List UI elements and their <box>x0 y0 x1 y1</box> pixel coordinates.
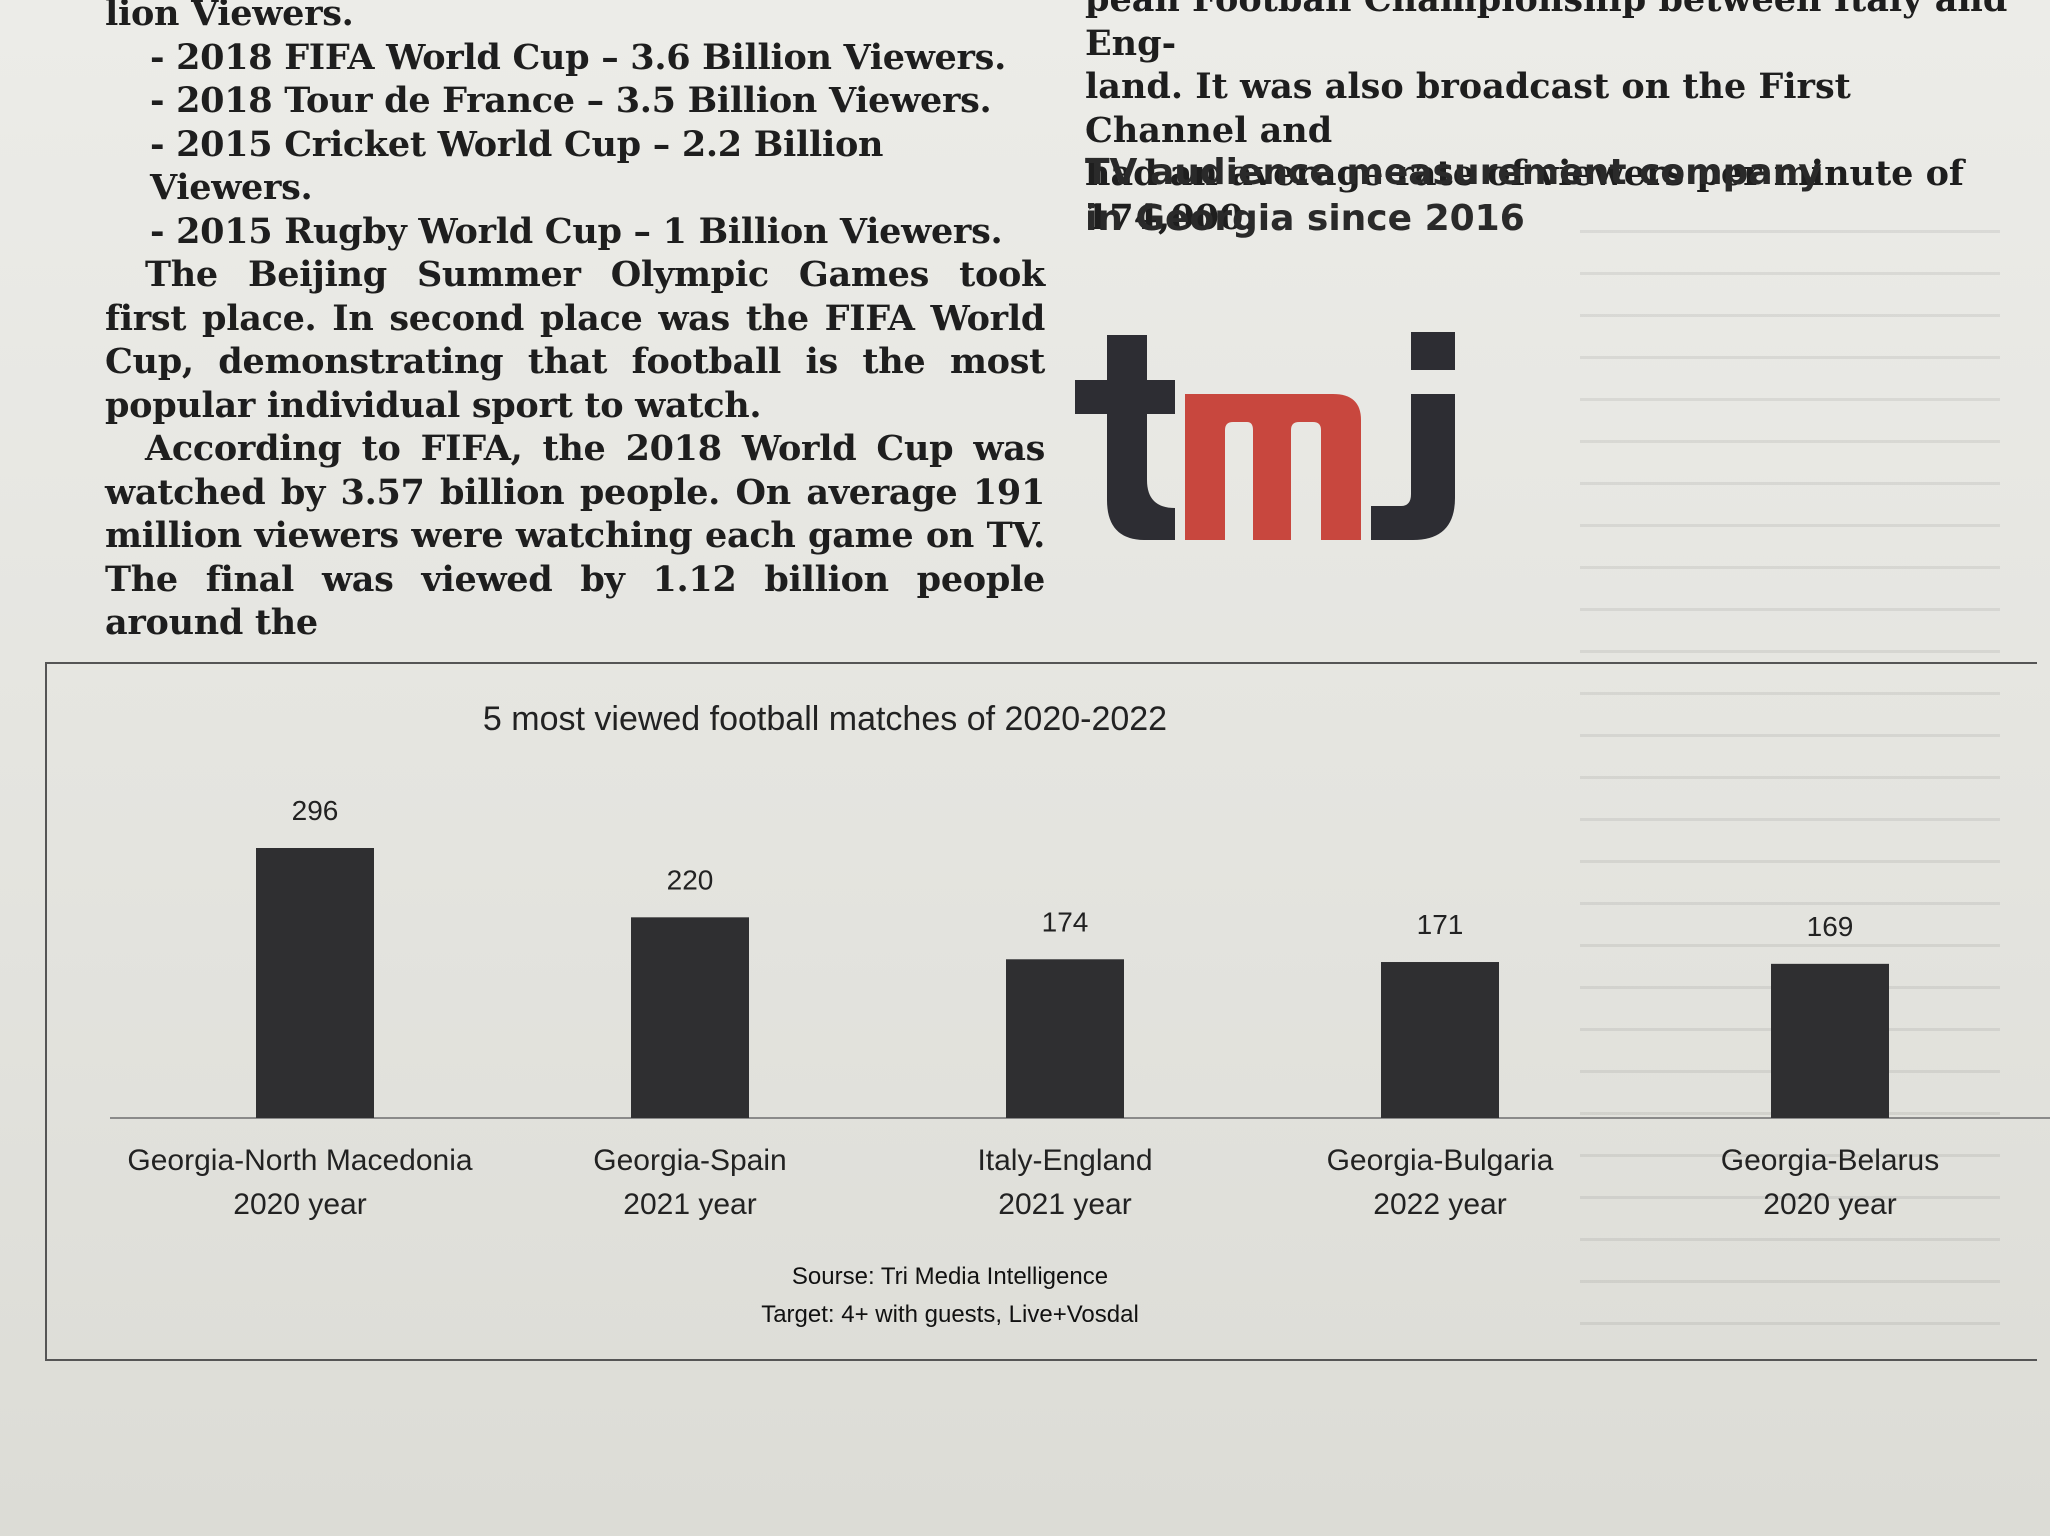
chart-bar <box>1381 962 1499 1118</box>
bar-data-label: 174 <box>1042 906 1089 937</box>
list-item: - 2018 Tour de France – 3.5 Billion View… <box>150 80 992 121</box>
x-tick-label: Italy-England <box>977 1144 1152 1177</box>
bar-data-label: 169 <box>1807 911 1854 942</box>
article-line: land. It was also broadcast on the First… <box>1085 66 1851 151</box>
logo-letter-j <box>1371 332 1455 540</box>
logo-letter-m <box>1185 394 1361 540</box>
list-item: - 2018 FIFA World Cup – 3.6 Billion View… <box>150 36 1006 78</box>
chart-bar <box>1771 963 1889 1118</box>
x-tick-label: Georgia-Belarus <box>1721 1144 1939 1177</box>
bar-data-label: 296 <box>292 795 339 826</box>
chart-bar <box>1006 959 1124 1118</box>
bar-data-label: 220 <box>667 864 714 895</box>
x-tick-label: Georgia-Spain <box>593 1144 786 1177</box>
bleed-through-text <box>1580 230 2000 1330</box>
x-tick-label: 2020 year <box>1763 1188 1896 1221</box>
article-line: lion Viewers. <box>105 0 354 34</box>
chart-title: 5 most viewed football matches of 2020-2… <box>482 700 1168 738</box>
chart-bar <box>631 917 749 1118</box>
heading-line: TV audience measurement company <box>1085 152 1822 193</box>
article-left-column: lion Viewers. - 2018 FIFA World Cup – 3.… <box>105 0 1045 645</box>
list-item: - 2015 Cricket World Cup – 2.2 Billion V… <box>150 123 884 209</box>
x-tick-label: 2021 year <box>623 1188 756 1221</box>
source-line: Sourse: Tri Media Intelligence <box>791 1263 1109 1290</box>
article-right-column: pean Football Championship between Italy… <box>1085 0 2025 239</box>
paragraph-fifa: According to FIFA, the 2018 World Cup wa… <box>105 428 1045 643</box>
x-tick-label: Georgia-North Macedonia <box>127 1144 472 1177</box>
x-tick-label: 2020 year <box>233 1188 366 1221</box>
section-heading: TV audience measurement company in Georg… <box>1085 150 1885 242</box>
chart-bar <box>256 848 374 1118</box>
bar-data-label: 171 <box>1417 909 1464 940</box>
viewership-list: - 2018 FIFA World Cup – 3.6 Billion View… <box>105 36 1045 254</box>
x-tick-label: Georgia-Bulgaria <box>1327 1144 1554 1177</box>
paragraph-olympics: The Beijing Summer Olympic Games took fi… <box>105 254 1045 426</box>
chart-frame <box>45 662 2037 1361</box>
logo-letter-t <box>1075 335 1175 540</box>
article-line: had an average rate of viewers per minut… <box>1085 153 1964 238</box>
target-line: Target: 4+ with guests, Live+Vosdal <box>761 1301 1139 1328</box>
x-tick-label: 2021 year <box>998 1188 1131 1221</box>
list-item: - 2015 Rugby World Cup – 1 Billion Viewe… <box>150 210 1003 252</box>
chart-source-note: Sourse: Tri Media Intelligence Target: 4… <box>600 1258 1300 1334</box>
article-line: pean Football Championship between Italy… <box>1085 0 2007 64</box>
heading-line: in Georgia since 2016 <box>1085 198 1525 239</box>
x-tick-label: 2022 year <box>1373 1188 1506 1221</box>
tmj-logo <box>1075 332 1455 540</box>
